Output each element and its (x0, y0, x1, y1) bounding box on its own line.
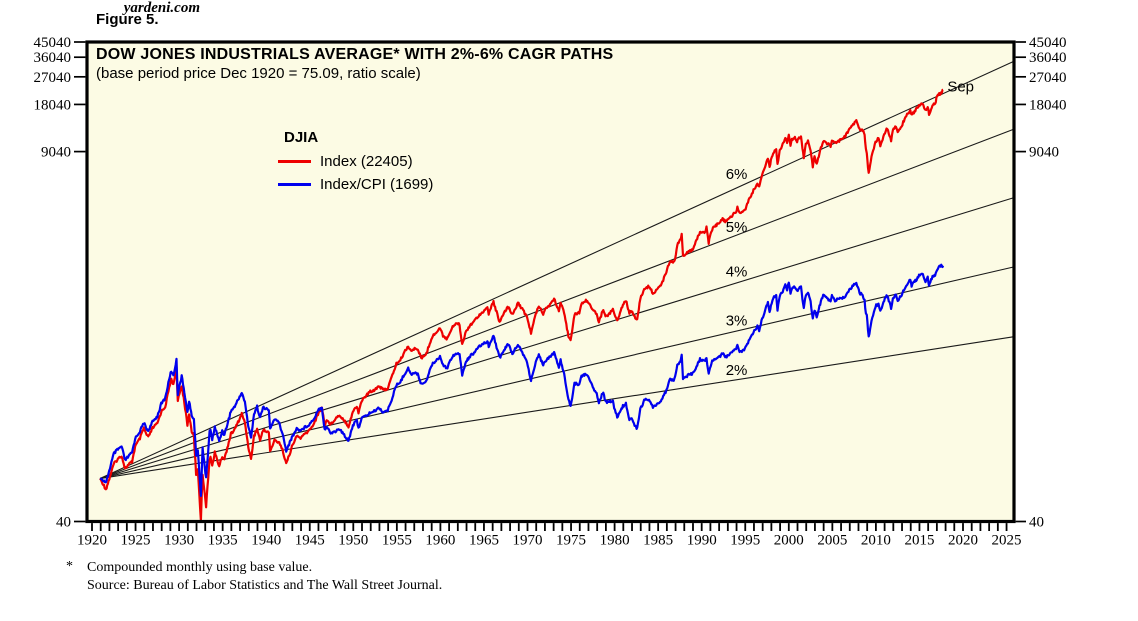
y-axis-label-right: 36040 (1029, 50, 1067, 66)
x-axis-label: 1950 (338, 533, 368, 549)
footnote-line2: Source: Bureau of Labor Statistics and T… (87, 578, 443, 593)
x-axis-label: 1990 (687, 533, 717, 549)
y-axis-label-right: 9040 (1029, 145, 1059, 161)
index-series-line (99, 88, 944, 522)
footnote-line1: Compounded monthly using base value. (87, 560, 313, 575)
x-axis-label: 1985 (643, 533, 673, 549)
y-axis-label-left: 45040 (34, 35, 72, 51)
cagr-label-3pct: 3% (726, 313, 748, 330)
cagr-label-4pct: 4% (726, 263, 748, 280)
plot-border (85, 40, 1016, 524)
y-axis-label-right: 27040 (1029, 70, 1067, 86)
x-axis-label: 1935 (208, 533, 238, 549)
y-axis-label-right: 40 (1029, 515, 1044, 531)
watermark: yardeni.com (123, 0, 200, 16)
y-axis-label-left: 9040 (41, 145, 71, 161)
x-axis-label: 1945 (295, 533, 325, 549)
x-axis-label: 1960 (425, 533, 455, 549)
x-axis-label: 1995 (730, 533, 760, 549)
x-axis-label: 1965 (469, 533, 499, 549)
x-axis-label: 1970 (513, 533, 543, 549)
y-axis-label-left: 36040 (34, 50, 72, 66)
footnote: * Compounded monthly using base value. S… (66, 559, 442, 595)
index-line-swatch (278, 160, 311, 163)
plot-area (87, 42, 1014, 522)
chart-title: DOW JONES INDUSTRIALS AVERAGE* WITH 2%-6… (96, 46, 614, 63)
end-month-label: Sep (947, 78, 974, 95)
legend-item-label: Index/CPI (1699) (320, 176, 434, 193)
x-axis-label: 1920 (77, 533, 107, 549)
figure-label: Figure 5. (96, 11, 159, 28)
legend-item-label: Index (22405) (320, 153, 413, 170)
x-axis-label: 2010 (861, 533, 891, 549)
footnote-marker: * (66, 559, 73, 574)
legend-item-index-cpi: Index/CPI (1699) (278, 173, 433, 196)
y-axis-label-right: 18040 (1029, 97, 1067, 113)
x-axis-label: 1975 (556, 533, 586, 549)
cagr-label-6pct: 6% (726, 166, 748, 183)
y-axis-label-left: 27040 (34, 70, 72, 86)
x-axis-label: 1940 (251, 533, 281, 549)
x-axis-label: 1930 (164, 533, 194, 549)
chart-subtitle: (base period price Dec 1920 = 75.09, rat… (96, 65, 421, 82)
y-axis-label-left: 18040 (34, 97, 72, 113)
x-axis-label: 2020 (948, 533, 978, 549)
legend: DJIA Index (22405) Index/CPI (1699) (278, 129, 433, 196)
y-axis-label-left: 40 (56, 515, 71, 531)
x-axis-label: 1980 (600, 533, 630, 549)
x-axis-label: 2025 (992, 533, 1022, 549)
x-axis-label: 2015 (904, 533, 934, 549)
x-axis-label: 1955 (382, 533, 412, 549)
index-cpi-line-swatch (278, 183, 311, 186)
y-axis-label-right: 45040 (1029, 35, 1067, 51)
x-axis-label: 1925 (121, 533, 151, 549)
cagr-label-5pct: 5% (726, 219, 748, 236)
legend-item-index: Index (22405) (278, 150, 433, 173)
x-axis-label: 2000 (774, 533, 804, 549)
legend-heading: DJIA (284, 129, 319, 146)
index-cpi-series-line (99, 263, 945, 497)
x-axis-label: 2005 (817, 533, 847, 549)
cagr-label-2pct: 2% (726, 362, 748, 379)
